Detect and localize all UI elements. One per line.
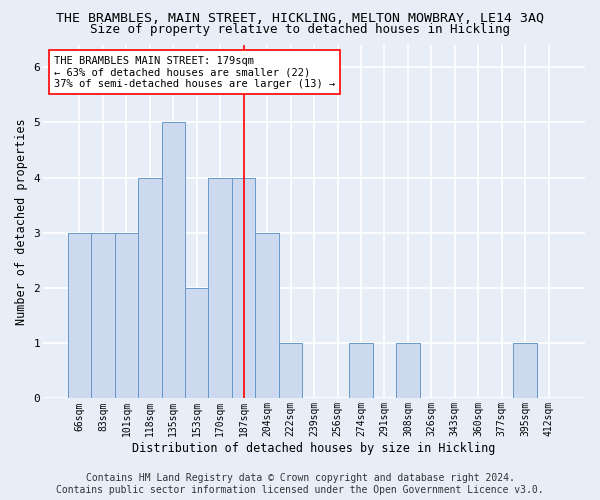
Text: Size of property relative to detached houses in Hickling: Size of property relative to detached ho… (90, 22, 510, 36)
Bar (91, 233, 115, 398)
Text: Contains HM Land Registry data © Crown copyright and database right 2024.
Contai: Contains HM Land Registry data © Crown c… (56, 474, 544, 495)
Bar (279, 343, 302, 398)
Text: THE BRAMBLES MAIN STREET: 179sqm
← 63% of detached houses are smaller (22)
37% o: THE BRAMBLES MAIN STREET: 179sqm ← 63% o… (54, 56, 335, 89)
Bar (256, 233, 279, 398)
Bar (68, 233, 91, 398)
Bar (349, 343, 373, 398)
Bar (185, 288, 208, 399)
Bar (138, 178, 161, 398)
Bar (115, 233, 138, 398)
Bar (161, 122, 185, 398)
Bar (208, 178, 232, 398)
X-axis label: Distribution of detached houses by size in Hickling: Distribution of detached houses by size … (133, 442, 496, 455)
Text: THE BRAMBLES, MAIN STREET, HICKLING, MELTON MOWBRAY, LE14 3AQ: THE BRAMBLES, MAIN STREET, HICKLING, MEL… (56, 12, 544, 26)
Bar (396, 343, 419, 398)
Bar (232, 178, 256, 398)
Bar (514, 343, 537, 398)
Y-axis label: Number of detached properties: Number of detached properties (15, 118, 28, 325)
